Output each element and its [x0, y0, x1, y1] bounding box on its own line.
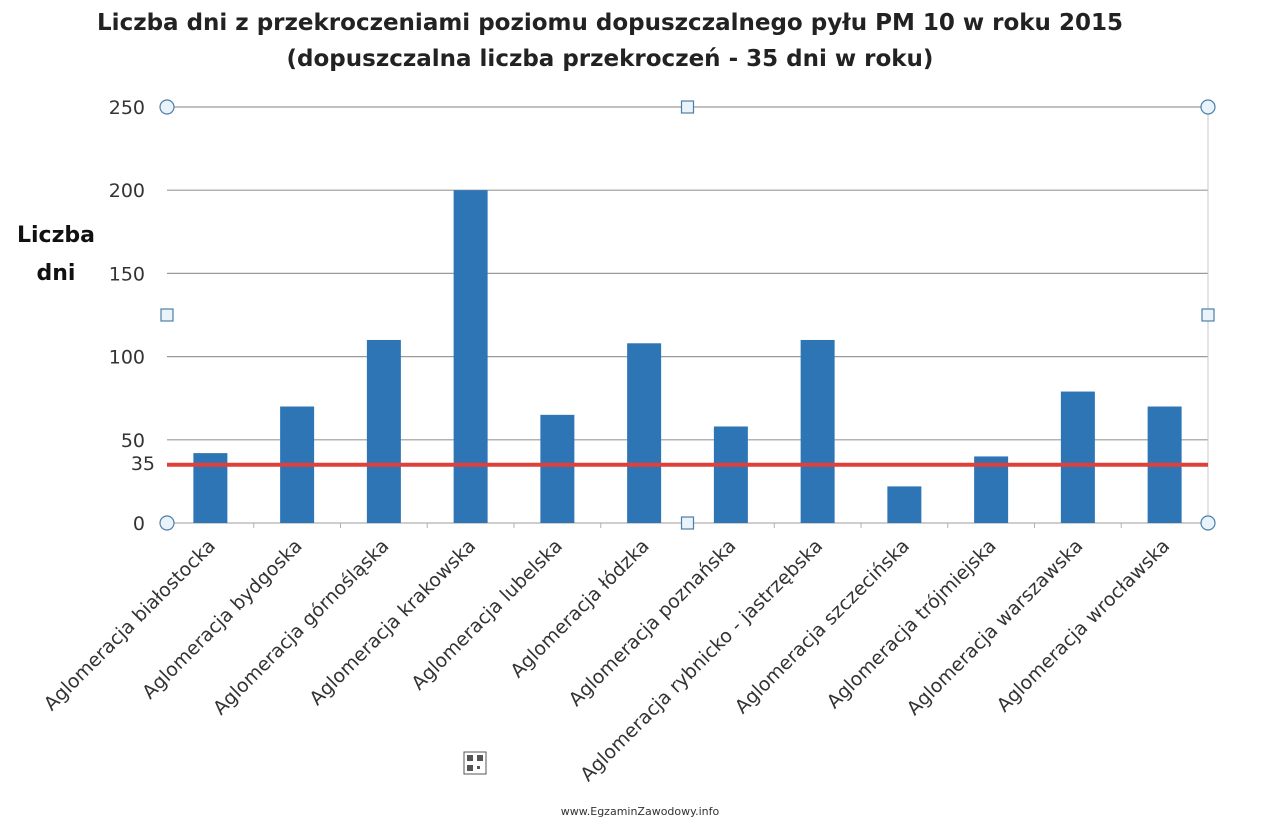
- y-tick-labels: 0 50 100 150 200 250: [109, 97, 145, 535]
- bar: [800, 339, 835, 523]
- y-axis-label-line: dni: [37, 261, 76, 286]
- bar: [1060, 391, 1095, 523]
- x-tick-label: Aglomeracja lubelska: [407, 535, 567, 695]
- resize-handle-side[interactable]: [680, 516, 695, 530]
- y-tick-label: 200: [109, 180, 145, 202]
- selection-handles: [159, 99, 1216, 531]
- x-tick-label: Aglomeracja trójmiejska: [823, 535, 1001, 713]
- bar: [627, 343, 662, 523]
- x-tick-label: Aglomeracja bydgoska: [138, 535, 307, 704]
- resize-handle-side[interactable]: [680, 100, 695, 114]
- resize-handle-corner[interactable]: [1200, 515, 1216, 531]
- bar: [974, 456, 1009, 523]
- bar: [366, 339, 401, 523]
- y-tick-label: 50: [121, 430, 145, 452]
- y-tick-label: 0: [133, 513, 145, 535]
- y-tick-label: 250: [109, 97, 145, 119]
- resize-handle-corner[interactable]: [1200, 99, 1216, 115]
- qr-icon: [463, 751, 487, 775]
- resize-handle-corner[interactable]: [159, 99, 175, 115]
- x-tick-label: Aglomeracja krakowska: [305, 535, 480, 710]
- x-tick-label: Aglomeracja szczecińska: [731, 535, 914, 718]
- resize-handle-side[interactable]: [160, 308, 174, 322]
- bar: [887, 486, 922, 523]
- reference-line-label: 35: [131, 453, 155, 475]
- bars: [166, 190, 1209, 528]
- x-tick-label: Aglomeracja górnośląska: [209, 535, 393, 719]
- x-tick-label: Aglomeracja wrocławska: [993, 535, 1175, 717]
- resize-handle-side[interactable]: [1201, 308, 1215, 322]
- reference-line-group: 35: [131, 453, 1208, 475]
- chart-title: Liczba dni z przekroczeniami poziomu dop…: [97, 10, 1123, 36]
- x-tick-label: Aglomeracja poznańska: [565, 535, 741, 711]
- y-axis-label-line: Liczba: [17, 223, 95, 248]
- bar: [713, 426, 748, 523]
- gridlines: [167, 106, 1209, 524]
- resize-handle-corner[interactable]: [159, 515, 175, 531]
- x-tick-label: Aglomeracja białostocka: [40, 535, 220, 715]
- y-axis-label: Liczba dni: [17, 223, 95, 286]
- watermark-text: www.EgzaminZawodowy.info: [561, 805, 720, 818]
- chart-subtitle: (dopuszczalna liczba przekroczeń - 35 dn…: [287, 46, 934, 72]
- y-tick-label: 150: [109, 263, 145, 285]
- bar: [540, 414, 575, 523]
- x-tick-label: Aglomeracja warszawska: [903, 535, 1088, 720]
- y-tick-label: 100: [109, 347, 145, 369]
- bar: [453, 190, 488, 523]
